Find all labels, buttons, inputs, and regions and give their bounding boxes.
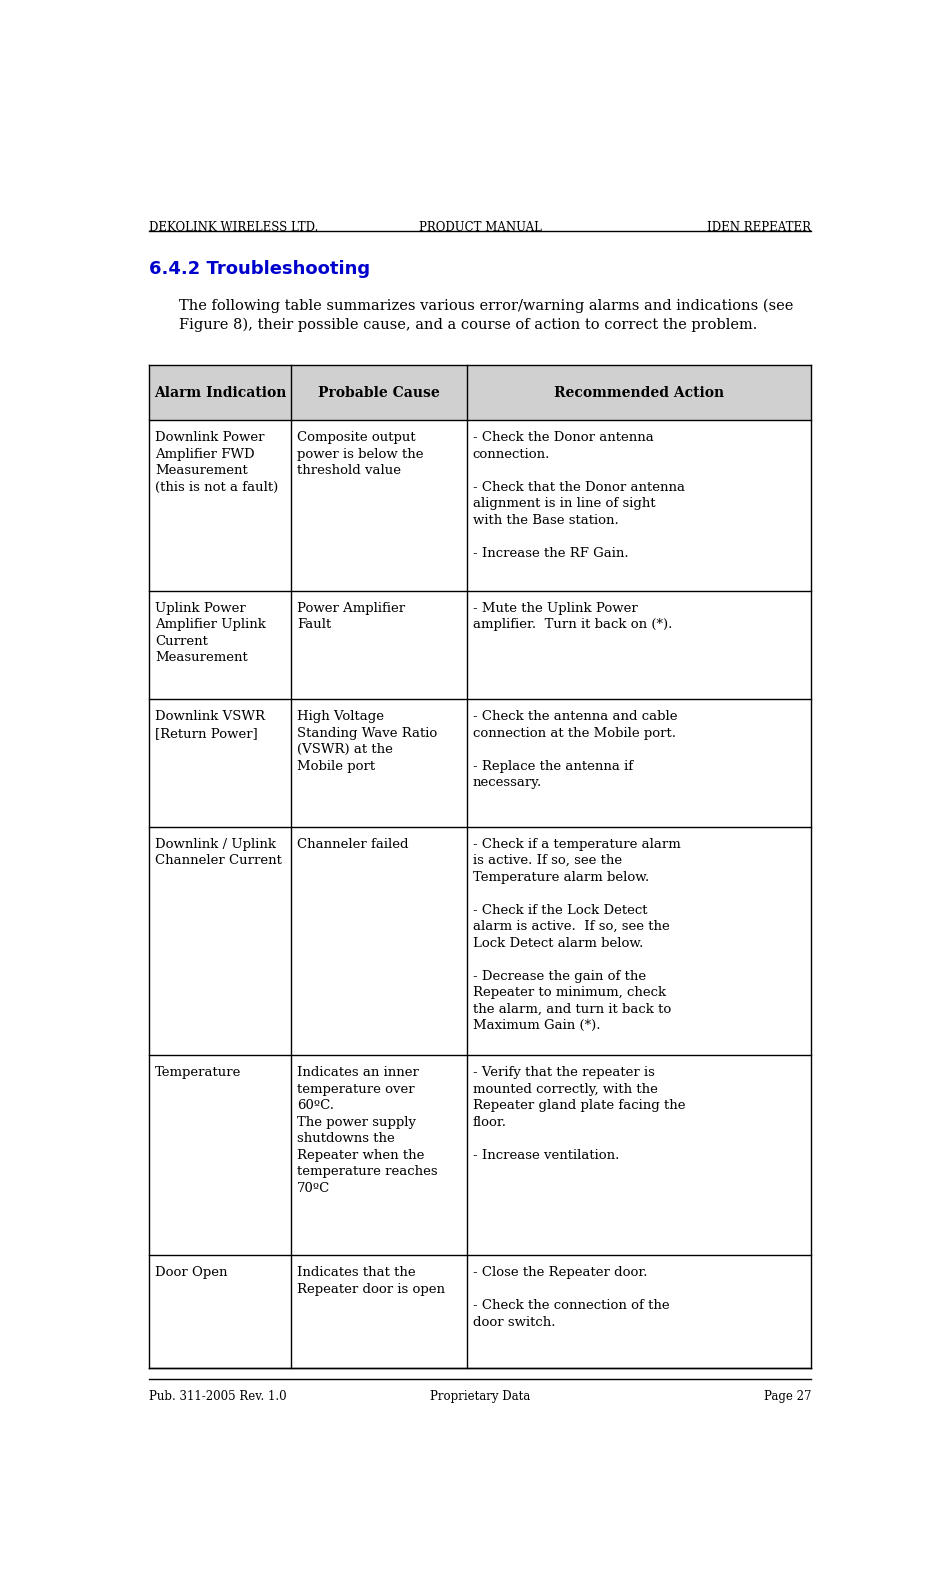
- Text: Door Open: Door Open: [154, 1266, 227, 1278]
- Text: Indicates an inner
temperature over
60ºC.
The power supply
shutdowns the
Repeate: Indicates an inner temperature over 60ºC…: [297, 1067, 437, 1196]
- Text: Pub. 311-2005 Rev. 1.0: Pub. 311-2005 Rev. 1.0: [149, 1390, 286, 1403]
- Text: IDEN REPEATER: IDEN REPEATER: [707, 221, 811, 234]
- Text: - Verify that the repeater is
mounted correctly, with the
Repeater gland plate f: - Verify that the repeater is mounted co…: [473, 1067, 684, 1162]
- Text: 6.4.2 Troubleshooting: 6.4.2 Troubleshooting: [149, 259, 370, 277]
- Text: Downlink VSWR
[Return Power]: Downlink VSWR [Return Power]: [154, 710, 265, 740]
- Text: Alarm Indication: Alarm Indication: [154, 385, 286, 400]
- Text: Probable Cause: Probable Cause: [318, 385, 440, 400]
- Text: DEKOLINK WIRELESS LTD.: DEKOLINK WIRELESS LTD.: [149, 221, 318, 234]
- Text: Composite output
power is below the
threshold value: Composite output power is below the thre…: [297, 431, 423, 478]
- Text: Proprietary Data: Proprietary Data: [430, 1390, 530, 1403]
- Text: Power Amplifier
Fault: Power Amplifier Fault: [297, 602, 405, 632]
- Text: Recommended Action: Recommended Action: [553, 385, 724, 400]
- Text: Downlink / Uplink
Channeler Current: Downlink / Uplink Channeler Current: [154, 837, 282, 868]
- Text: The following table summarizes various error/warning alarms and indications (see: The following table summarizes various e…: [179, 299, 793, 333]
- Text: Temperature: Temperature: [154, 1067, 241, 1079]
- Text: Page 27: Page 27: [763, 1390, 811, 1403]
- Text: - Mute the Uplink Power
amplifier.  Turn it back on (*).: - Mute the Uplink Power amplifier. Turn …: [473, 602, 671, 632]
- Text: PRODUCT MANUAL: PRODUCT MANUAL: [418, 221, 541, 234]
- Text: - Close the Repeater door.

- Check the connection of the
door switch.: - Close the Repeater door. - Check the c…: [473, 1266, 668, 1328]
- Text: - Check the antenna and cable
connection at the Mobile port.

- Replace the ante: - Check the antenna and cable connection…: [473, 710, 677, 790]
- Text: Indicates that the
Repeater door is open: Indicates that the Repeater door is open: [297, 1266, 445, 1296]
- Text: Channeler failed: Channeler failed: [297, 837, 408, 850]
- Text: Uplink Power
Amplifier Uplink
Current
Measurement: Uplink Power Amplifier Uplink Current Me…: [154, 602, 266, 664]
- Text: Downlink Power
Amplifier FWD
Measurement
(this is not a fault): Downlink Power Amplifier FWD Measurement…: [154, 431, 278, 494]
- Text: - Check the Donor antenna
connection.

- Check that the Donor antenna
alignment : - Check the Donor antenna connection. - …: [473, 431, 684, 560]
- Text: High Voltage
Standing Wave Ratio
(VSWR) at the
Mobile port: High Voltage Standing Wave Ratio (VSWR) …: [297, 710, 437, 772]
- Bar: [149, 365, 811, 420]
- Text: - Check if a temperature alarm
is active. If so, see the
Temperature alarm below: - Check if a temperature alarm is active…: [473, 837, 680, 1032]
